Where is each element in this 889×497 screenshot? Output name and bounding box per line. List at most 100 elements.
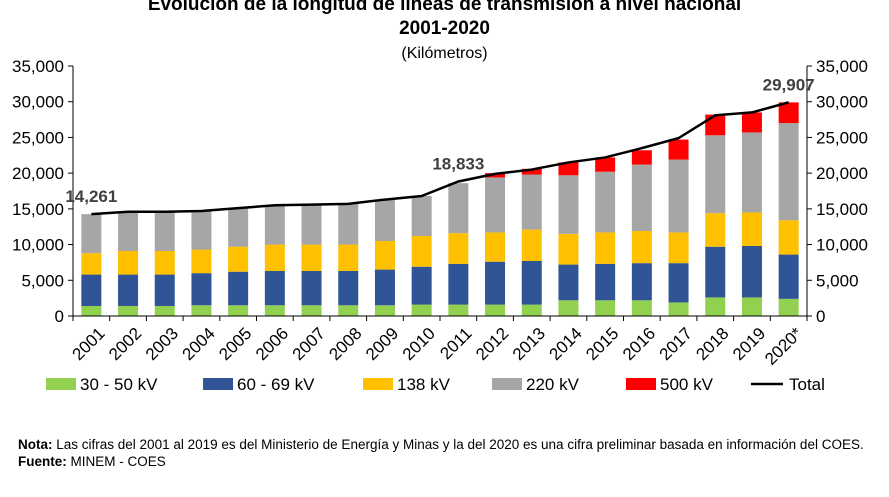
x-tick-label: 2015 [582, 324, 622, 364]
x-tick-label: 2006 [252, 324, 292, 364]
bar-segment [338, 244, 359, 271]
bar-segment [521, 168, 542, 175]
bar-segment [411, 236, 432, 267]
y-tick-label-right: 35,000 [816, 57, 868, 76]
bar-segment [705, 213, 726, 247]
bar-segment [595, 300, 616, 316]
bar-segment [741, 246, 762, 298]
bar-segment [631, 164, 652, 231]
y-tick-label-right: 25,000 [816, 128, 868, 147]
bar-segment [81, 253, 102, 275]
y-tick-label-right: 15,000 [816, 200, 868, 219]
x-tick-label: 2004 [179, 324, 219, 364]
bar-segment [558, 233, 579, 265]
bar-segment [448, 304, 469, 316]
bar-segment [631, 150, 652, 165]
bar-segment [301, 204, 322, 245]
bar-segment [741, 212, 762, 246]
bar-segment [668, 139, 689, 160]
bar-segment [521, 229, 542, 261]
chart-units-label: (Kilómetros) [401, 45, 488, 62]
note-line: Nota: Las cifras del 2001 al 2019 es del… [18, 436, 884, 453]
bar-segment [705, 135, 726, 214]
x-tick-label: 2007 [289, 324, 329, 364]
bar-segment [118, 274, 139, 306]
bar-segment [154, 306, 175, 316]
x-tick-label: 2009 [362, 324, 402, 364]
note-label: Nota: [18, 437, 53, 452]
bar-segment [411, 266, 432, 305]
source-text: MINEM - COES [70, 454, 166, 469]
x-tick-label: 2001 [68, 324, 108, 364]
legend-label: 138 kV [397, 375, 451, 394]
x-tick-label: 2002 [105, 324, 145, 364]
chart-title-line1: Evolución de la longitud de líneas de tr… [147, 0, 742, 15]
bar-segment [191, 305, 212, 316]
bar-segment [118, 251, 139, 275]
x-tick-label: 2017 [656, 324, 696, 364]
bar-segment [154, 211, 175, 251]
bar-segment [191, 211, 212, 250]
bar-segment [81, 214, 102, 254]
bar-segment [191, 273, 212, 306]
x-tick-label: 2020* [761, 324, 806, 369]
bar-segment [485, 232, 506, 262]
bar-segment [668, 302, 689, 316]
y-tick-label-left: 10,000 [12, 236, 64, 255]
x-tick-label: 2011 [436, 324, 475, 363]
bar-segment [558, 175, 579, 234]
bar-segment [595, 171, 616, 233]
x-tick-label: 2005 [215, 324, 255, 364]
bars-layer [81, 102, 799, 316]
bar-segment [485, 304, 506, 316]
legend-swatch [626, 378, 656, 390]
bar-segment [118, 306, 139, 316]
y-tick-label-right: 10,000 [816, 236, 868, 255]
bar-segment [631, 231, 652, 264]
bar-segment [374, 305, 395, 316]
bar-segment [411, 304, 432, 316]
legend-label: 500 kV [660, 375, 714, 394]
x-tick-label: 2018 [692, 324, 732, 364]
legend-swatch [363, 378, 393, 390]
legend-swatch [46, 378, 76, 390]
bar-segment [558, 162, 579, 176]
x-tick-label: 2008 [325, 324, 365, 364]
y-tick-label-left: 30,000 [12, 93, 64, 112]
bar-segment [741, 112, 762, 133]
bar-segment [741, 132, 762, 213]
x-tick-label: 2012 [472, 324, 512, 364]
bar-segment [485, 177, 506, 233]
bar-segment [778, 254, 799, 299]
bar-segment [228, 246, 249, 272]
bar-segment [154, 251, 175, 275]
x-tick-label: 2010 [399, 324, 439, 364]
total-annotation: 18,833 [432, 154, 484, 173]
bar-segment [301, 305, 322, 316]
source-label: Fuente: [18, 454, 67, 469]
x-tick-label: 2003 [142, 324, 182, 364]
bar-segment [448, 183, 469, 234]
bar-segment [264, 205, 285, 245]
x-tick-label: 2016 [619, 324, 659, 364]
legend-label: Total [789, 375, 825, 394]
bar-segment [264, 271, 285, 306]
bar-segment [228, 208, 249, 247]
bar-segment [595, 263, 616, 301]
bar-segment [448, 263, 469, 305]
bar-segment [558, 300, 579, 316]
bar-segment [228, 271, 249, 306]
bar-segment [778, 123, 799, 221]
bar-segment [264, 305, 285, 316]
source-line: Fuente: MINEM - COES [18, 453, 884, 470]
y-tick-label-right: 5,000 [816, 271, 859, 290]
total-line-layer [91, 101, 789, 216]
bar-segment [631, 263, 652, 301]
bar-segment [485, 261, 506, 305]
x-tick-label: 2013 [509, 324, 549, 364]
bar-segment [558, 264, 579, 301]
bar-segment [228, 305, 249, 316]
bar-segment [301, 244, 322, 271]
chart-title-line2: 2001-2020 [399, 18, 490, 39]
bar-segment [448, 233, 469, 264]
